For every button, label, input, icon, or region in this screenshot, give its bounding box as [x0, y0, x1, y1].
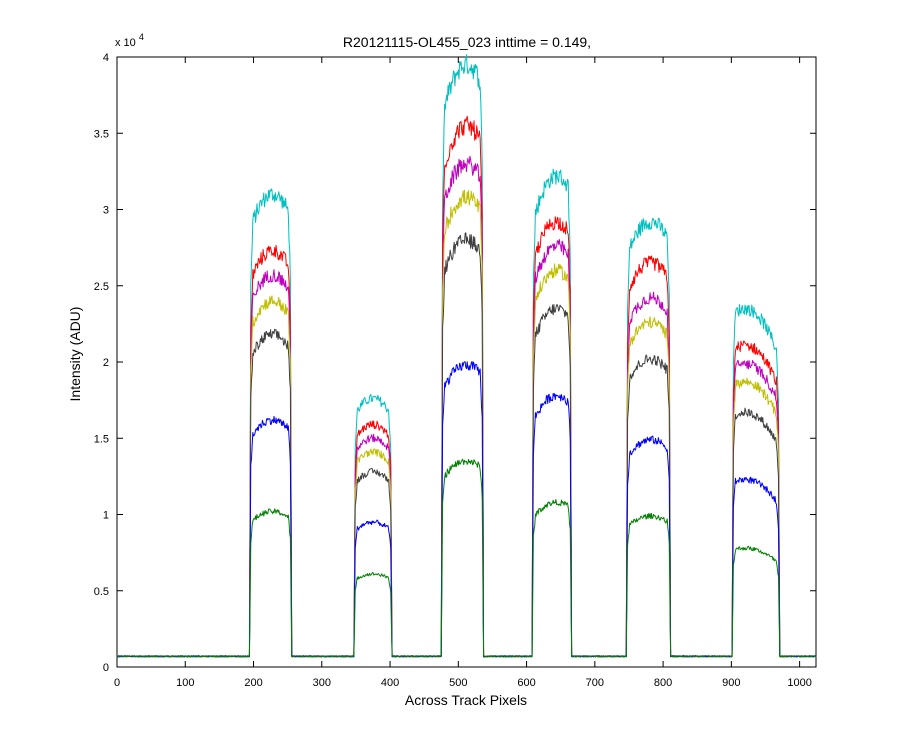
- chart-title: R20121115-OL455_023 inttime = 0.149,: [343, 34, 591, 50]
- x-tick-label: 100: [176, 677, 194, 689]
- tick-layer: 0 100 200 300 400 500 600 700 800 900 1000 0 0.5 1 1.5…: [94, 52, 816, 689]
- y-tick-label: 2.5: [94, 281, 109, 293]
- x-tick-label: 0: [114, 677, 120, 689]
- series-layer: [116, 54, 817, 658]
- y-tick-label: 3.5: [94, 128, 109, 140]
- x-tick-label: 1000: [787, 677, 811, 689]
- y-tick-label: 4: [103, 52, 109, 64]
- x-axis-label: Across Track Pixels: [405, 692, 527, 708]
- y-exponent-power: 4: [139, 32, 144, 42]
- y-axis-label: Intensity (ADU): [67, 307, 83, 402]
- y-tick-label: 0: [103, 662, 109, 674]
- x-tick-label: 700: [586, 677, 604, 689]
- y-exponent-base: x 10: [115, 37, 136, 49]
- y-tick-label: 1.5: [94, 433, 109, 445]
- x-tick-label: 900: [722, 677, 740, 689]
- y-tick-label: 0.5: [94, 586, 109, 598]
- series-line-7: [116, 458, 817, 658]
- plot-area: 0 100 200 300 400 500 600 700 800 900 1000 0 0.5 1 1.5…: [94, 52, 817, 689]
- y-exponent-label: x 10 4: [115, 32, 144, 49]
- axes-box: [116, 56, 817, 668]
- x-tick-label: 400: [381, 677, 399, 689]
- y-tick-label: 2: [103, 357, 109, 369]
- y-tick-label: 3: [103, 205, 109, 217]
- x-tick-label: 500: [449, 677, 467, 689]
- x-tick-label: 600: [517, 677, 535, 689]
- x-tick-label: 300: [313, 677, 331, 689]
- y-tick-label: 1: [103, 510, 109, 522]
- x-tick-label: 200: [244, 677, 262, 689]
- x-tick-label: 800: [654, 677, 672, 689]
